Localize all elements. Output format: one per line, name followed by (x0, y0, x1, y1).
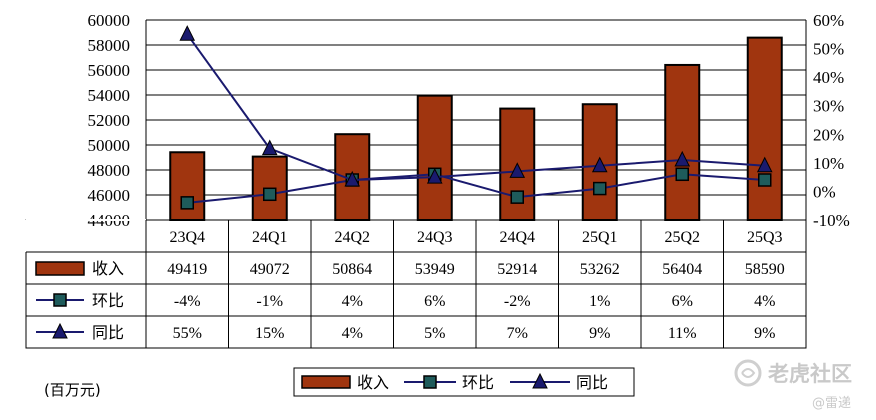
table-cell: 9% (754, 325, 775, 342)
table-cell: 4% (342, 293, 363, 310)
x-tick-label: 24Q3 (417, 229, 453, 246)
point (510, 190, 524, 204)
table-cell: 5% (424, 325, 445, 342)
point (674, 150, 691, 167)
table-cell: 53949 (415, 261, 455, 278)
data-table: 23Q4 24Q1 24Q2 24Q3 24Q4 25Q1 25Q2 25Q3 收入 49419 4… (25, 219, 807, 349)
legend-label: 同比 (576, 373, 608, 392)
right-axis: 60% 50% 40% 30% 20% 10% 0% -10% (813, 11, 850, 230)
row-key-marker (53, 293, 67, 307)
table-cell: 4% (342, 325, 363, 342)
y-tick-right: 50% (813, 40, 844, 59)
watermark-brand: 老虎社区 (768, 362, 852, 386)
table-cell: 6% (672, 293, 693, 310)
table-cell: 55% (173, 325, 202, 342)
x-tick-label: 24Q2 (334, 229, 370, 246)
table-cell: 58590 (745, 261, 785, 278)
legend-label: 收入 (357, 373, 389, 392)
table-cell: -2% (504, 293, 531, 310)
y-tick-right: 30% (813, 97, 844, 116)
y-tick-right: 10% (813, 154, 844, 173)
y-tick-left: 60000 (88, 11, 131, 30)
series-line (186, 33, 765, 182)
y-tick-left: 58000 (88, 36, 131, 55)
table-cell: 53262 (580, 261, 620, 278)
y-tick-right: -10% (813, 211, 850, 230)
watermark-handle: @雷递 (812, 396, 851, 411)
point (758, 173, 772, 187)
point (179, 25, 196, 41)
legend-label: 环比 (462, 373, 494, 392)
table-cell: 7% (507, 325, 528, 342)
legend: 收入 环比 同比 (293, 367, 635, 397)
legend-triangle-marker (532, 372, 548, 389)
table-cell: 52914 (497, 261, 537, 278)
y-tick-right: 0% (813, 182, 836, 201)
table-cell: 4% (754, 293, 775, 310)
row-label: 环比 (92, 291, 124, 310)
y-tick-left: 54000 (88, 86, 131, 105)
ratio-lines (179, 25, 773, 210)
y-tick-right: 20% (813, 125, 844, 144)
table-cell: 49419 (167, 261, 207, 278)
watermark: 老虎社区 @雷递 (734, 359, 852, 411)
table-cell: 1% (589, 293, 610, 310)
point (756, 156, 773, 173)
x-tick-label: 24Q4 (499, 229, 535, 246)
row-label: 收入 (92, 259, 124, 278)
unit-label: (百万元) (44, 381, 101, 399)
point (263, 187, 277, 202)
point (180, 196, 194, 210)
table-cell: 9% (589, 325, 610, 342)
gridlines (145, 19, 807, 221)
y-tick-left: 48000 (88, 161, 131, 180)
y-tick-left: 46000 (88, 186, 131, 205)
left-axis: 60000 58000 56000 54000 52000 50000 48000 46000… (88, 11, 131, 230)
x-tick-label: 25Q1 (582, 229, 618, 246)
point (591, 156, 608, 173)
table-cell: 6% (424, 293, 445, 310)
row-label: 同比 (92, 323, 124, 342)
x-tick-label: 25Q2 (664, 229, 700, 246)
table-cell: 49072 (250, 261, 290, 278)
legend-bar-swatch (301, 375, 351, 389)
bar (746, 36, 783, 221)
bar (664, 63, 701, 221)
revenue-bars (169, 36, 783, 222)
x-tick-label: 24Q1 (252, 229, 288, 246)
y-tick-right: 40% (813, 68, 844, 87)
x-tick-label: 23Q4 (169, 229, 205, 246)
y-tick-left: 56000 (88, 61, 131, 80)
y-tick-left: 52000 (88, 111, 131, 130)
bar (169, 151, 206, 221)
table-cell: 50864 (332, 261, 372, 278)
table-cell: -4% (174, 293, 201, 310)
y-tick-right: 60% (813, 11, 844, 30)
row-key-marker (52, 322, 68, 339)
point (344, 170, 361, 187)
point (261, 139, 278, 156)
tiger-logo-icon (734, 359, 762, 387)
series-line (187, 173, 765, 204)
legend-square-marker (423, 375, 437, 389)
row-key-bar (35, 261, 85, 276)
y-tick-left: 50000 (88, 136, 131, 155)
bar (416, 94, 453, 221)
point (426, 168, 443, 184)
point (593, 181, 607, 196)
table-cell: 11% (668, 325, 697, 342)
table-cell: 56404 (662, 261, 702, 278)
table-cell: 15% (255, 325, 284, 342)
point (675, 167, 689, 182)
x-tick-label: 25Q3 (747, 229, 783, 246)
table-cell: -1% (256, 293, 283, 310)
point (509, 162, 526, 178)
